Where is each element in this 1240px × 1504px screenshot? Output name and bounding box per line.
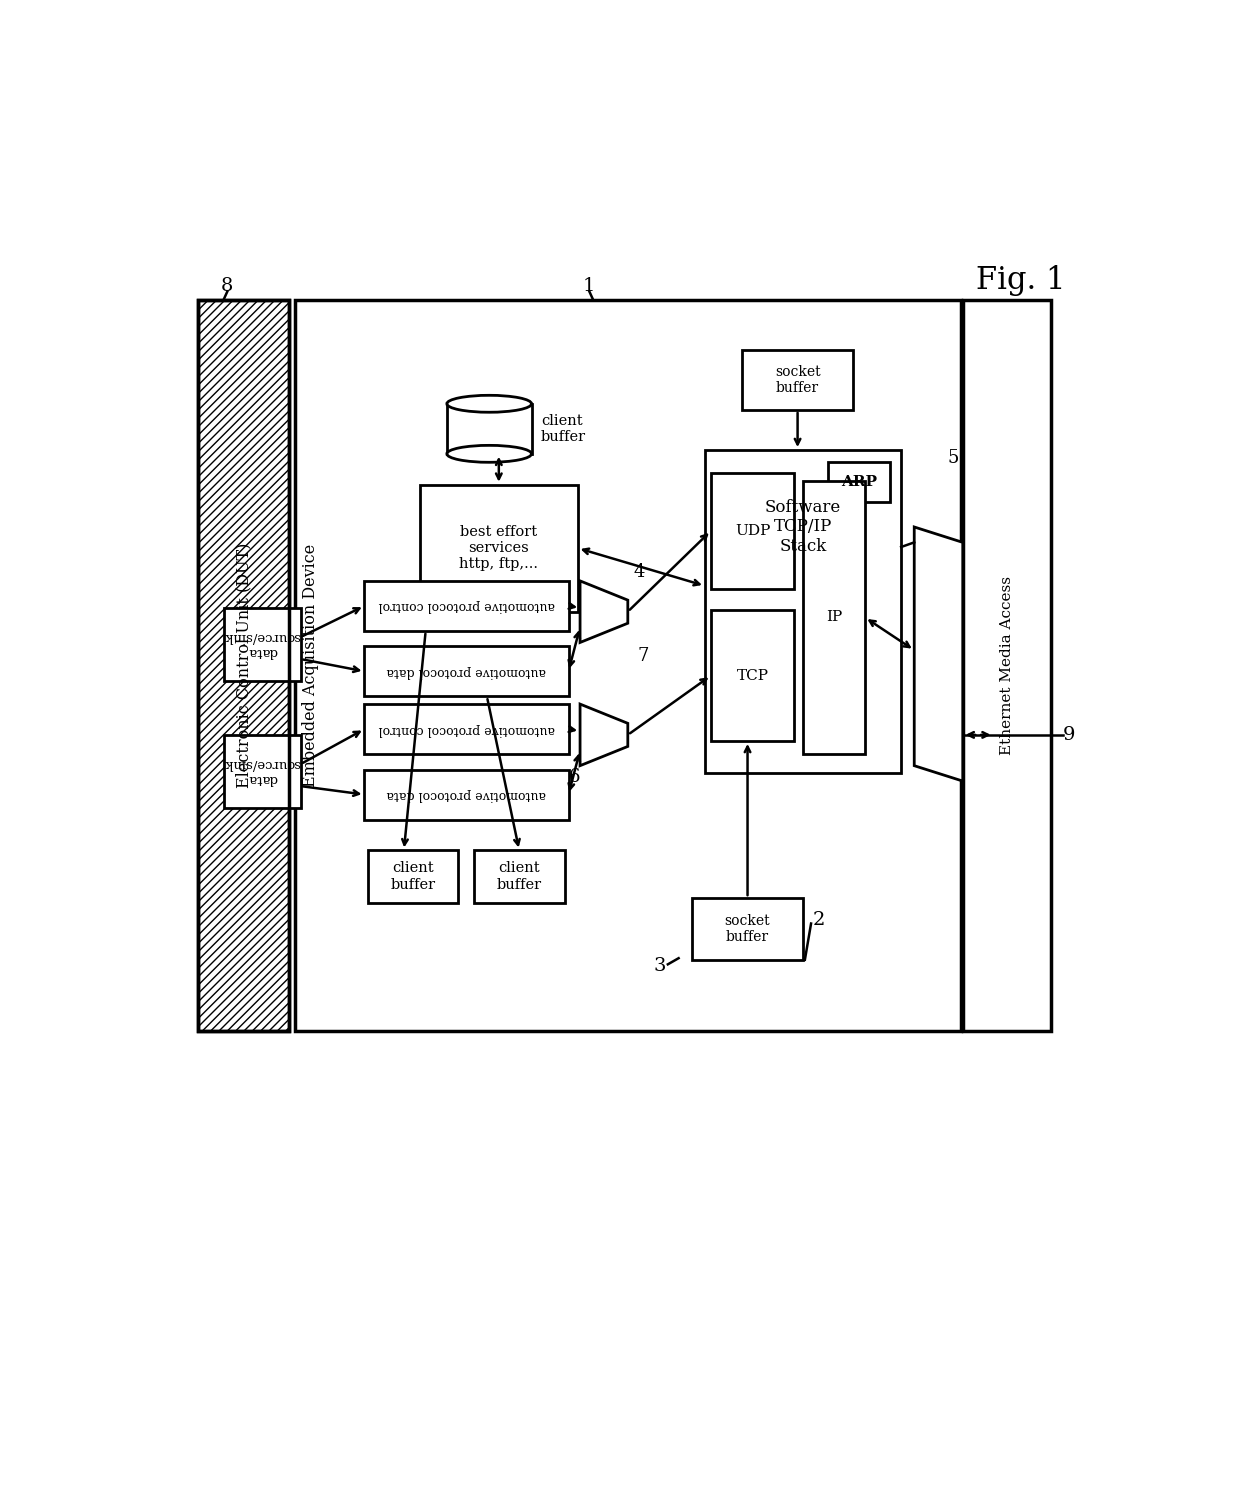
Text: client
buffer: client buffer <box>497 862 542 892</box>
Bar <box>962 299 1052 1032</box>
Bar <box>365 770 568 820</box>
Text: automotive protocol data: automotive protocol data <box>387 788 547 802</box>
Bar <box>295 299 961 1032</box>
Text: Fig. 1: Fig. 1 <box>976 265 1065 296</box>
Bar <box>365 581 568 632</box>
Text: 6: 6 <box>569 769 580 787</box>
Polygon shape <box>580 581 627 642</box>
Bar <box>223 608 300 681</box>
Text: client
buffer: client buffer <box>391 862 435 892</box>
Polygon shape <box>580 704 627 766</box>
Bar <box>367 850 459 902</box>
Bar <box>804 481 866 754</box>
Bar <box>420 484 578 612</box>
Text: 5: 5 <box>947 448 959 466</box>
Text: ARP: ARP <box>841 475 877 489</box>
Text: Ethernet Media Access: Ethernet Media Access <box>999 576 1014 755</box>
Text: IP: IP <box>826 611 842 624</box>
Text: 8: 8 <box>221 277 233 295</box>
Text: TCP: TCP <box>737 669 769 683</box>
Bar <box>198 299 289 1032</box>
Bar <box>742 350 853 411</box>
Bar <box>692 898 804 960</box>
Text: best effort
services
http, ftp,...: best effort services http, ftp,... <box>459 525 538 572</box>
Text: automotive protocol data: automotive protocol data <box>387 665 547 678</box>
Text: socket
buffer: socket buffer <box>775 365 821 396</box>
Text: 3: 3 <box>653 957 666 975</box>
Text: data
source/sink: data source/sink <box>223 630 300 659</box>
Text: Embedded Acquisition Device: Embedded Acquisition Device <box>303 544 319 787</box>
Text: Software
TCP/IP
Stack: Software TCP/IP Stack <box>765 499 841 555</box>
Bar <box>365 647 568 696</box>
Text: UDP: UDP <box>735 523 770 538</box>
Text: automotive protocol control: automotive protocol control <box>378 600 554 612</box>
Text: 9: 9 <box>1063 726 1075 744</box>
Bar <box>828 462 889 501</box>
Bar <box>711 474 794 588</box>
Bar <box>704 450 901 773</box>
Ellipse shape <box>446 396 532 412</box>
Text: 1: 1 <box>583 277 595 295</box>
Bar <box>446 403 532 454</box>
Bar <box>223 735 300 808</box>
Text: automotive protocol control: automotive protocol control <box>378 722 554 735</box>
Ellipse shape <box>446 445 532 462</box>
Text: client
buffer: client buffer <box>541 414 587 444</box>
Bar <box>198 299 289 1032</box>
Bar <box>365 704 568 754</box>
Text: 2: 2 <box>812 911 825 928</box>
Text: 7: 7 <box>637 647 649 665</box>
Text: Electronic Control Unit (DUT): Electronic Control Unit (DUT) <box>236 543 252 788</box>
Text: socket
buffer: socket buffer <box>724 914 770 945</box>
Text: 4: 4 <box>634 562 645 581</box>
Bar <box>474 850 564 902</box>
Bar <box>711 611 794 741</box>
Text: data
source/sink: data source/sink <box>223 758 300 785</box>
Polygon shape <box>914 526 962 781</box>
